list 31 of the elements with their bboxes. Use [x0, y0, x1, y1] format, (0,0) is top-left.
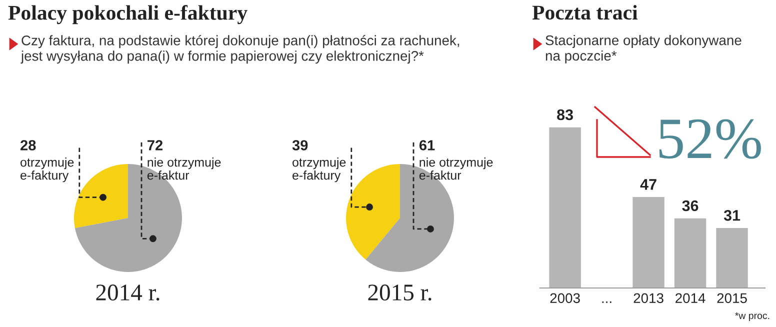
- bar: [674, 218, 706, 288]
- data-label: 39: [292, 140, 308, 150]
- x-tick-label: ...: [602, 301, 612, 303]
- x-tick-label: 2015: [717, 293, 747, 304]
- data-label: 61: [419, 140, 435, 150]
- bar: [632, 197, 664, 288]
- data-label: 83: [557, 109, 573, 120]
- chart-subtitle: Stacjonarne opłaty dokonywane na poczcie*: [546, 35, 742, 64]
- text: *w proc.: [735, 312, 770, 321]
- data-label: 31: [724, 210, 740, 221]
- x-tick-label: 2014: [676, 293, 706, 304]
- text: 2015 r.: [368, 284, 432, 301]
- slice-label: otrzymuje e-faktury: [20, 158, 74, 182]
- data-label: 36: [682, 200, 698, 212]
- data-label: 28: [20, 140, 36, 150]
- slice-label: nie otrzymuje e-faktur: [147, 158, 221, 180]
- chart-title: Polacy pokochali e-faktury: [8, 5, 248, 24]
- x-tick-label: 2013: [634, 293, 664, 304]
- data-label: 47: [640, 179, 656, 190]
- pie-slice: [74, 164, 128, 228]
- text: 2014 r.: [96, 284, 160, 301]
- bar: [549, 127, 581, 288]
- data-label: 72: [148, 140, 163, 150]
- x-tick-label: 2003: [550, 293, 580, 304]
- slice-label: otrzymuje e-faktury: [292, 158, 346, 182]
- bar: [716, 228, 748, 288]
- chart-title: Poczta traci: [532, 5, 638, 20]
- slice-label: nie otrzymuje e-faktur: [419, 158, 493, 180]
- annotation: 52%: [659, 119, 761, 159]
- pie-slice: [346, 164, 400, 260]
- chart-subtitle: Czy faktura, na podstawie której dokonuje pan(i) płatności za rachunek, jest wysyłana do pana(i) w formie papierowej czy elektronicznej?*: [20, 35, 460, 64]
